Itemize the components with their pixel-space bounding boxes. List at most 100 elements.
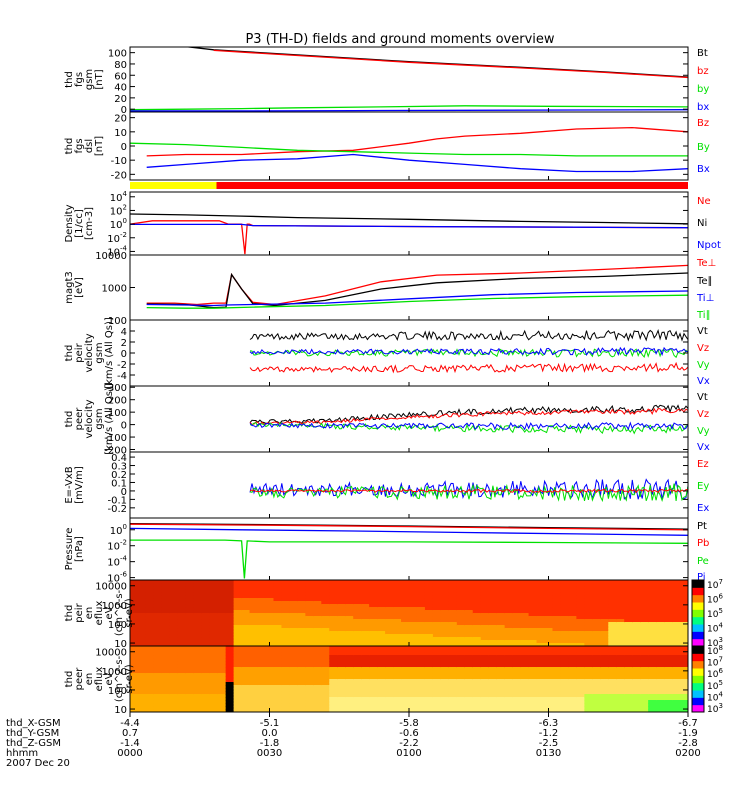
peir_spec-cell bbox=[329, 586, 338, 590]
peer_spec-cell bbox=[656, 685, 665, 689]
peer_spec-cell bbox=[385, 658, 394, 662]
peir_spec-cell bbox=[201, 586, 211, 590]
peir_spec-cell bbox=[560, 601, 570, 605]
peer_spec-cell bbox=[552, 646, 562, 650]
peer_spec-cell bbox=[624, 673, 633, 677]
peer_spec-cell bbox=[600, 691, 609, 695]
peir_spec-cell bbox=[353, 607, 362, 611]
peir_spec-cell bbox=[592, 622, 601, 626]
peir_spec-cell bbox=[209, 589, 219, 593]
peer_spec-cell bbox=[305, 700, 314, 704]
peer_spec-cell bbox=[496, 652, 506, 656]
peer_spec-cell bbox=[225, 706, 235, 710]
peir_spec-cell bbox=[680, 604, 688, 608]
peer_spec-cell bbox=[512, 691, 522, 695]
peir_spec-cell bbox=[233, 616, 243, 620]
peer_spec-cell bbox=[305, 706, 314, 710]
peir_spec-cell bbox=[329, 583, 338, 587]
peer_spec-cell bbox=[153, 673, 163, 677]
peir_spec-cell bbox=[257, 610, 267, 614]
peer_spec-cell bbox=[664, 691, 673, 695]
peir_spec-cell bbox=[584, 580, 593, 584]
fgs_dsl-ylabel-line: fgs bbox=[74, 138, 85, 153]
fgs_dsl-ylabel-line: thd bbox=[64, 138, 75, 155]
peer_spec-cell bbox=[680, 703, 688, 707]
peir_spec-cell bbox=[313, 610, 322, 614]
peer_spec-cell bbox=[480, 700, 490, 704]
peir_spec-cell bbox=[528, 583, 538, 587]
peir_spec-cell bbox=[185, 592, 195, 596]
peir_spec-cell bbox=[480, 637, 490, 641]
peer_spec-cell bbox=[680, 664, 688, 668]
peer_spec-cell bbox=[161, 676, 171, 680]
peer_spec-cell bbox=[233, 703, 243, 707]
peer_spec-cell bbox=[632, 673, 641, 677]
peer_spec-cell bbox=[241, 661, 251, 665]
peer_spec-cell bbox=[161, 703, 171, 707]
peer_spec-cell bbox=[520, 667, 530, 671]
peer_spec-cell bbox=[249, 667, 259, 671]
peir_spec-cell bbox=[353, 604, 362, 608]
peir_spec-cell bbox=[201, 592, 211, 596]
peer_spec-cell bbox=[656, 694, 665, 698]
peer_spec-cell bbox=[616, 679, 625, 683]
peer_spec-cell bbox=[496, 661, 506, 665]
peer_spec-cell bbox=[185, 664, 195, 668]
peer_spec-cell bbox=[584, 688, 593, 692]
peer_spec-cell bbox=[193, 691, 203, 695]
peer_spec-cell bbox=[273, 706, 283, 710]
peer_spec-cell bbox=[608, 709, 617, 712]
peir_spec-cell bbox=[544, 631, 554, 635]
peir_spec-cell bbox=[409, 589, 418, 593]
peir_spec-cell bbox=[369, 640, 378, 644]
peer_spec-cell bbox=[361, 694, 370, 698]
peir_spec-cell bbox=[361, 589, 370, 593]
peir_spec-cell bbox=[401, 625, 410, 629]
peer_spec-cell bbox=[512, 679, 522, 683]
peer_spec-cell bbox=[321, 649, 330, 653]
peir_spec-cell bbox=[504, 583, 514, 587]
peer_spec-cell bbox=[185, 679, 195, 683]
peer_spec-cell bbox=[265, 655, 275, 659]
peer_spec-cell bbox=[305, 694, 314, 698]
peir_spec-cell bbox=[472, 634, 482, 638]
peer_spec-cell bbox=[656, 652, 665, 656]
peer_spec-cell bbox=[145, 652, 155, 656]
peir_spec-cell bbox=[464, 628, 474, 632]
peir_spec-cell bbox=[297, 589, 306, 593]
peir_spec-cell bbox=[257, 607, 267, 611]
peer_spec-cell bbox=[161, 661, 171, 665]
peir_spec-cell bbox=[225, 628, 235, 632]
peer_spec-cell bbox=[680, 667, 688, 671]
peer_spec-cell bbox=[664, 646, 673, 650]
peir_spec-cell bbox=[632, 625, 641, 629]
peer_spec-cell bbox=[217, 652, 227, 656]
peir_spec-cell bbox=[464, 586, 474, 590]
peer_spec-cell bbox=[560, 667, 570, 671]
peer_spec-cell bbox=[321, 694, 330, 698]
peir_spec-cell bbox=[488, 607, 498, 611]
peir_spec-cell bbox=[201, 604, 211, 608]
peer_spec-cell bbox=[361, 685, 370, 689]
peir_spec-cell bbox=[265, 622, 275, 626]
peer_spec-cell bbox=[640, 685, 649, 689]
peir_spec-cell bbox=[672, 601, 681, 605]
peer_spec-cell bbox=[488, 661, 498, 665]
peir_spec-cell bbox=[520, 643, 530, 646]
peer_spec-cell bbox=[377, 679, 386, 683]
peir_spec-cell bbox=[409, 625, 418, 629]
peir_spec-cell bbox=[353, 628, 362, 632]
peir_spec-cell bbox=[241, 637, 251, 641]
peir_spec-cell bbox=[217, 640, 227, 644]
peir_spec-cell bbox=[528, 631, 538, 635]
peer_spec-cell bbox=[520, 661, 530, 665]
peir_spec-cell bbox=[680, 580, 688, 584]
x-axis-tick-value: -2.5 bbox=[539, 738, 559, 749]
peir_spec-cell bbox=[560, 613, 570, 617]
peir_spec-cell bbox=[432, 586, 442, 590]
peir_spec-cell bbox=[536, 589, 546, 593]
peer_spec-cell bbox=[130, 673, 139, 677]
peer_spec-cell bbox=[440, 670, 450, 674]
peir_spec-cell bbox=[137, 625, 147, 629]
peer_spec-cell bbox=[664, 682, 673, 686]
